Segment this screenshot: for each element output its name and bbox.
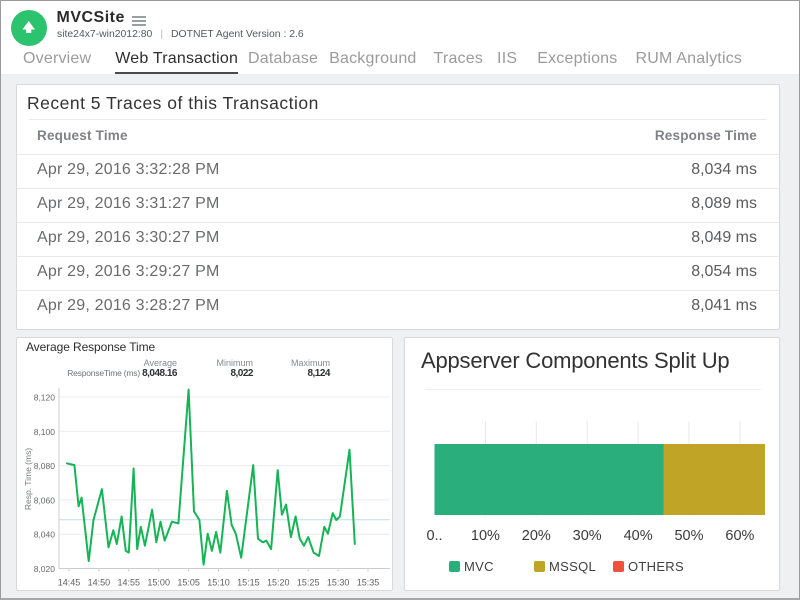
svg-text:15:35: 15:35 [357,578,380,588]
svg-text:20%: 20% [522,528,551,544]
svg-text:10%: 10% [471,528,500,544]
svg-text:15:20: 15:20 [267,578,290,588]
svg-text:0..: 0.. [426,528,442,544]
svg-text:8,040: 8,040 [34,530,56,540]
svg-text:14:45: 14:45 [58,578,81,588]
svg-text:Resp. Time (ms): Resp. Time (ms) [23,448,33,511]
svg-text:15:15: 15:15 [237,578,260,588]
svg-text:50%: 50% [674,528,703,544]
svg-text:8,120: 8,120 [34,393,56,403]
svg-text:8,060: 8,060 [34,495,56,505]
svg-text:15:00: 15:00 [147,578,170,588]
svg-text:8,100: 8,100 [34,427,56,437]
svg-text:14:55: 14:55 [118,578,141,588]
svg-text:30%: 30% [573,528,602,544]
svg-text:14:50: 14:50 [88,578,111,588]
svg-text:8,020: 8,020 [34,564,56,574]
svg-text:15:10: 15:10 [207,578,230,588]
svg-text:40%: 40% [624,528,653,544]
svg-text:15:25: 15:25 [297,578,320,588]
svg-text:15:30: 15:30 [327,578,350,588]
svg-text:8,080: 8,080 [34,461,56,471]
svg-text:60%: 60% [725,528,754,544]
svg-text:15:05: 15:05 [177,578,200,588]
